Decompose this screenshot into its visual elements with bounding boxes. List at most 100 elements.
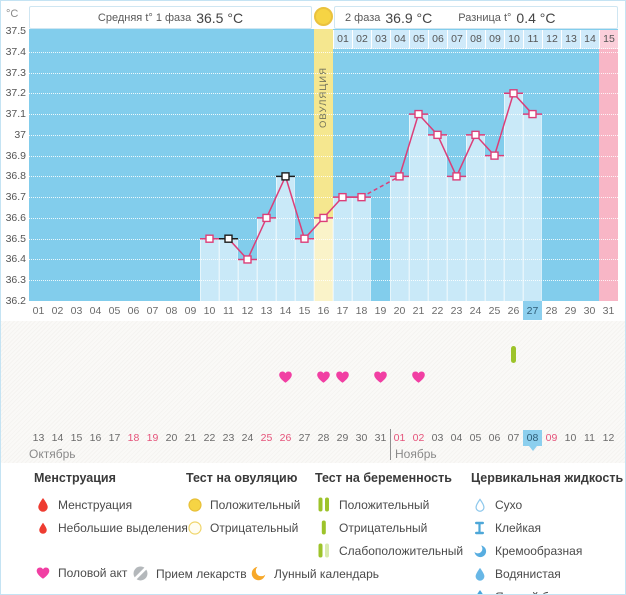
legend-item-label: Водянистая xyxy=(495,566,561,581)
intercourse-heart-mark[interactable] xyxy=(316,370,331,384)
dpo-cell: 08 xyxy=(466,30,485,49)
cycle-day-cell: 06 xyxy=(127,304,140,317)
y-tick-label: 37.2 xyxy=(5,87,26,100)
date-cell: 14 xyxy=(51,432,64,444)
grid-line xyxy=(29,114,618,116)
legend-item: Яичный белок xyxy=(471,585,623,595)
y-axis-unit: °C xyxy=(6,8,19,20)
temp-bar xyxy=(333,197,352,301)
legend-item: Небольшие выделения xyxy=(34,516,188,539)
date-cell: 20 xyxy=(165,432,178,444)
y-tick-label: 37.5 xyxy=(5,25,26,37)
date-cell: 03 xyxy=(431,432,444,444)
y-tick-label: 37.4 xyxy=(5,45,26,58)
spotting-drop-icon xyxy=(34,522,51,534)
cycle-day-cell: 24 xyxy=(469,304,482,317)
legend-item-label: Слабоположительный xyxy=(339,543,464,558)
date-cell: 21 xyxy=(184,432,197,444)
legend-item: Сухо xyxy=(471,493,623,516)
temp-bar xyxy=(200,238,219,301)
pregnancy-test-weak-positive-icon xyxy=(315,543,332,558)
cycle-day-cell: 01 xyxy=(32,304,45,317)
dpo-cell: 14 xyxy=(580,30,599,49)
legend-item-label: Небольшие выделения xyxy=(58,520,188,535)
y-tick-label: 37.1 xyxy=(5,108,26,121)
grid-line xyxy=(29,155,618,157)
intercourse-heart-mark[interactable] xyxy=(411,370,426,384)
date-cell: 07 xyxy=(507,432,520,444)
temp-bar xyxy=(390,176,409,301)
intercourse-heart-mark[interactable] xyxy=(278,370,293,384)
temp-bar xyxy=(295,238,314,301)
dpo-cell: 04 xyxy=(390,30,409,49)
legend-item-label: Менструация xyxy=(58,497,133,512)
data-point-marker[interactable] xyxy=(471,130,480,140)
data-point-marker[interactable] xyxy=(243,255,252,264)
grid-line xyxy=(29,259,618,261)
data-point-marker[interactable] xyxy=(338,192,347,202)
today-pointer xyxy=(528,446,537,451)
dpo-cell: 13 xyxy=(561,30,580,49)
cycle-day-cell: 19 xyxy=(374,304,387,317)
pregnancy-test-negative-mark[interactable] xyxy=(511,346,516,363)
cycle-day-cell: 13 xyxy=(260,304,273,317)
menstruation-drop-icon xyxy=(34,497,51,512)
date-cell: 12 xyxy=(602,432,615,444)
date-cell: 22 xyxy=(203,432,216,444)
legend-item-label: Яичный белок xyxy=(495,590,574,595)
date-cell: 30 xyxy=(355,432,368,444)
data-point-marker[interactable] xyxy=(205,234,214,243)
legend-item: Менструация xyxy=(34,493,188,516)
intercourse-heart-mark[interactable] xyxy=(335,370,350,384)
date-cell: 28 xyxy=(317,432,330,444)
data-point-marker-excluded[interactable] xyxy=(224,234,233,243)
cycle-day-cell: 12 xyxy=(241,304,254,317)
data-point-marker[interactable] xyxy=(433,130,442,140)
date-cell: 16 xyxy=(89,432,102,444)
y-tick-label: 36.7 xyxy=(5,191,26,204)
data-point-marker[interactable] xyxy=(319,213,328,223)
data-point-marker[interactable] xyxy=(528,109,537,119)
temp-bar xyxy=(352,197,371,301)
data-point-marker[interactable] xyxy=(452,172,461,181)
pregnancy-test-positive-icon xyxy=(315,497,332,512)
data-point-marker[interactable] xyxy=(300,234,309,243)
phase2-diff-box: 2 фаза 36.9 °C Разница t° 0.4 °C xyxy=(334,6,618,29)
temp-diff-label: Разница t° xyxy=(458,11,512,24)
dpo-cell: 06 xyxy=(428,30,447,49)
date-cell: 19 xyxy=(146,432,159,444)
date-cell: 26 xyxy=(279,432,292,444)
data-point-marker-excluded[interactable] xyxy=(281,172,290,181)
date-cell: 10 xyxy=(564,432,577,444)
dpo-cell: 10 xyxy=(504,30,523,49)
legend-item: Отрицательный xyxy=(186,516,300,539)
data-point-marker[interactable] xyxy=(357,192,366,202)
y-tick-label: 37 xyxy=(14,128,26,141)
data-point-marker[interactable] xyxy=(395,172,404,181)
phase2-label: 2 фаза xyxy=(345,11,381,24)
cycle-day-cell: 03 xyxy=(70,304,83,317)
cycle-day-cell: 31 xyxy=(602,304,615,317)
date-cell: 23 xyxy=(222,432,235,444)
date-cell: 31 xyxy=(374,432,387,444)
legend-item-label: Сухо xyxy=(495,497,523,512)
data-point-marker[interactable] xyxy=(509,89,518,98)
legend-item: Положительный xyxy=(186,493,300,516)
cycle-day-cell: 26 xyxy=(507,304,520,317)
data-point-marker[interactable] xyxy=(262,213,271,223)
data-point-marker[interactable] xyxy=(490,151,499,160)
cycle-day-cell: 23 xyxy=(450,304,463,317)
grid-line xyxy=(29,51,618,53)
legend-item-label: Отрицательный xyxy=(339,520,428,535)
data-point-marker[interactable] xyxy=(414,109,423,119)
cycle-day-cell: 14 xyxy=(279,304,292,317)
legend-item: Водянистая xyxy=(471,562,623,585)
intercourse-heart-mark[interactable] xyxy=(373,370,388,384)
date-cell: 25 xyxy=(260,432,273,444)
month-label-october: Октябрь xyxy=(29,447,76,461)
legend-item-label: Половой акт xyxy=(58,566,128,580)
cycle-day-cell: 30 xyxy=(583,304,596,317)
cycle-day-cell: 18 xyxy=(355,304,368,317)
